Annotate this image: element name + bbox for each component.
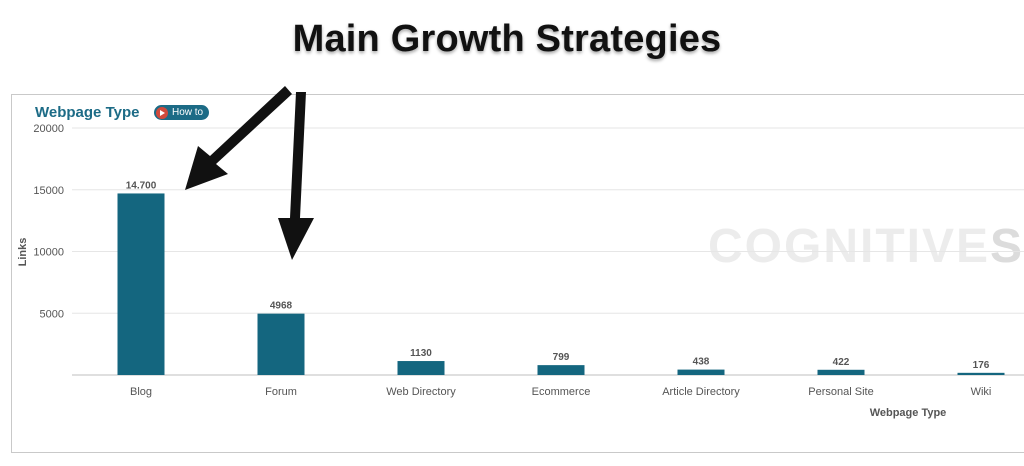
how-to-label: How to [172, 107, 204, 118]
bar [397, 361, 445, 375]
x-tick-label: Wiki [971, 386, 992, 398]
x-axis-title: Webpage Type [870, 407, 947, 419]
x-tick-label: Forum [265, 386, 297, 398]
panel-title: Webpage Type [35, 104, 140, 121]
data-label: 438 [693, 357, 710, 368]
watermark: COGNITIVESE [708, 220, 1024, 273]
data-label: 799 [553, 352, 570, 363]
x-tick-label: Blog [130, 386, 152, 398]
y-tick-label: 5000 [40, 308, 64, 320]
bar [817, 369, 865, 375]
chart-panel: Webpage Type How to [11, 94, 1024, 453]
arrow-to-forum [278, 92, 314, 260]
bar [537, 365, 585, 375]
data-label: 4968 [270, 301, 293, 312]
bar [677, 369, 725, 375]
y-tick-label: 15000 [33, 185, 64, 197]
x-tick-label: Article Directory [662, 386, 740, 398]
y-axis-title: Links [17, 238, 29, 267]
data-label: 176 [973, 360, 990, 371]
bar [257, 313, 305, 375]
how-to-button[interactable]: How to [154, 105, 210, 120]
data-label: 14.700 [126, 180, 157, 191]
x-tick-label: Ecommerce [532, 386, 591, 398]
arrow-to-blog [185, 86, 292, 190]
page-headline: Main Growth Strategies [292, 18, 722, 60]
bar [117, 193, 165, 375]
data-label: 422 [833, 357, 850, 368]
y-tick-label: 10000 [33, 247, 64, 259]
data-label: 1130 [410, 348, 432, 359]
bar [957, 372, 1005, 375]
x-tick-label: Personal Site [808, 386, 873, 398]
play-icon [156, 106, 168, 119]
x-tick-label: Web Directory [386, 386, 456, 398]
y-tick-label: 20000 [33, 123, 64, 135]
